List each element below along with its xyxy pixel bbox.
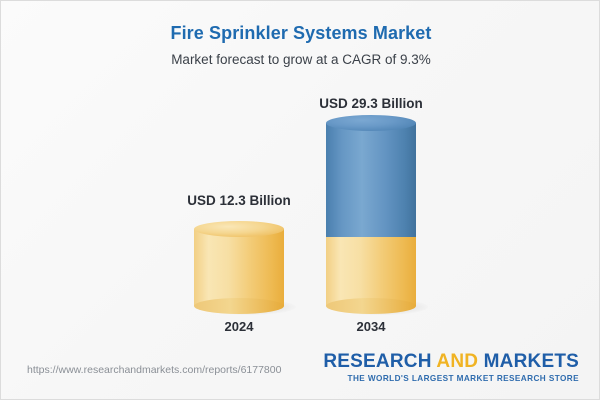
bar-segment-growth	[326, 115, 416, 237]
research-and-markets-logo[interactable]: RESEARCH AND MARKETS THE WORLD'S LARGEST…	[323, 352, 579, 383]
footer: https://www.researchandmarkets.com/repor…	[1, 344, 600, 399]
bar-segment-base	[326, 237, 416, 314]
chart-plot-area: USD 12.3 Billion USD 29.3 Billion 2024 2…	[1, 1, 600, 346]
logo-tagline: THE WORLD'S LARGEST MARKET RESEARCH STOR…	[347, 373, 579, 383]
bar-segment-body	[194, 229, 284, 306]
logo-word-and: AND	[436, 351, 479, 372]
logo-word-markets: MARKETS	[483, 351, 579, 372]
bar-segment-bottom-ellipse	[326, 298, 416, 314]
source-url[interactable]: https://www.researchandmarkets.com/repor…	[27, 364, 282, 376]
logo-wordmark: RESEARCH AND MARKETS	[323, 352, 579, 372]
x-axis-label-2024: 2024	[224, 319, 254, 334]
bar-segment-base	[194, 221, 284, 314]
value-label-2034: USD 29.3 Billion	[319, 96, 423, 111]
bar-segment-bottom-ellipse	[194, 298, 284, 314]
bar-segment-body	[326, 123, 416, 237]
bar-segment-body	[326, 237, 416, 306]
bar-segment-top-ellipse	[326, 115, 416, 131]
x-axis-label-2034: 2034	[356, 319, 386, 334]
chart-title: Fire Sprinkler Systems Market	[170, 23, 432, 43]
logo-word-research: RESEARCH	[323, 351, 432, 372]
bar-cylinder-2034	[326, 115, 428, 315]
bar-cylinder-2024	[194, 221, 296, 315]
chart-subtitle: Market forecast to grow at a CAGR of 9.3…	[171, 52, 431, 67]
bar-segment-top-ellipse	[194, 221, 284, 237]
value-label-2024: USD 12.3 Billion	[187, 193, 291, 208]
